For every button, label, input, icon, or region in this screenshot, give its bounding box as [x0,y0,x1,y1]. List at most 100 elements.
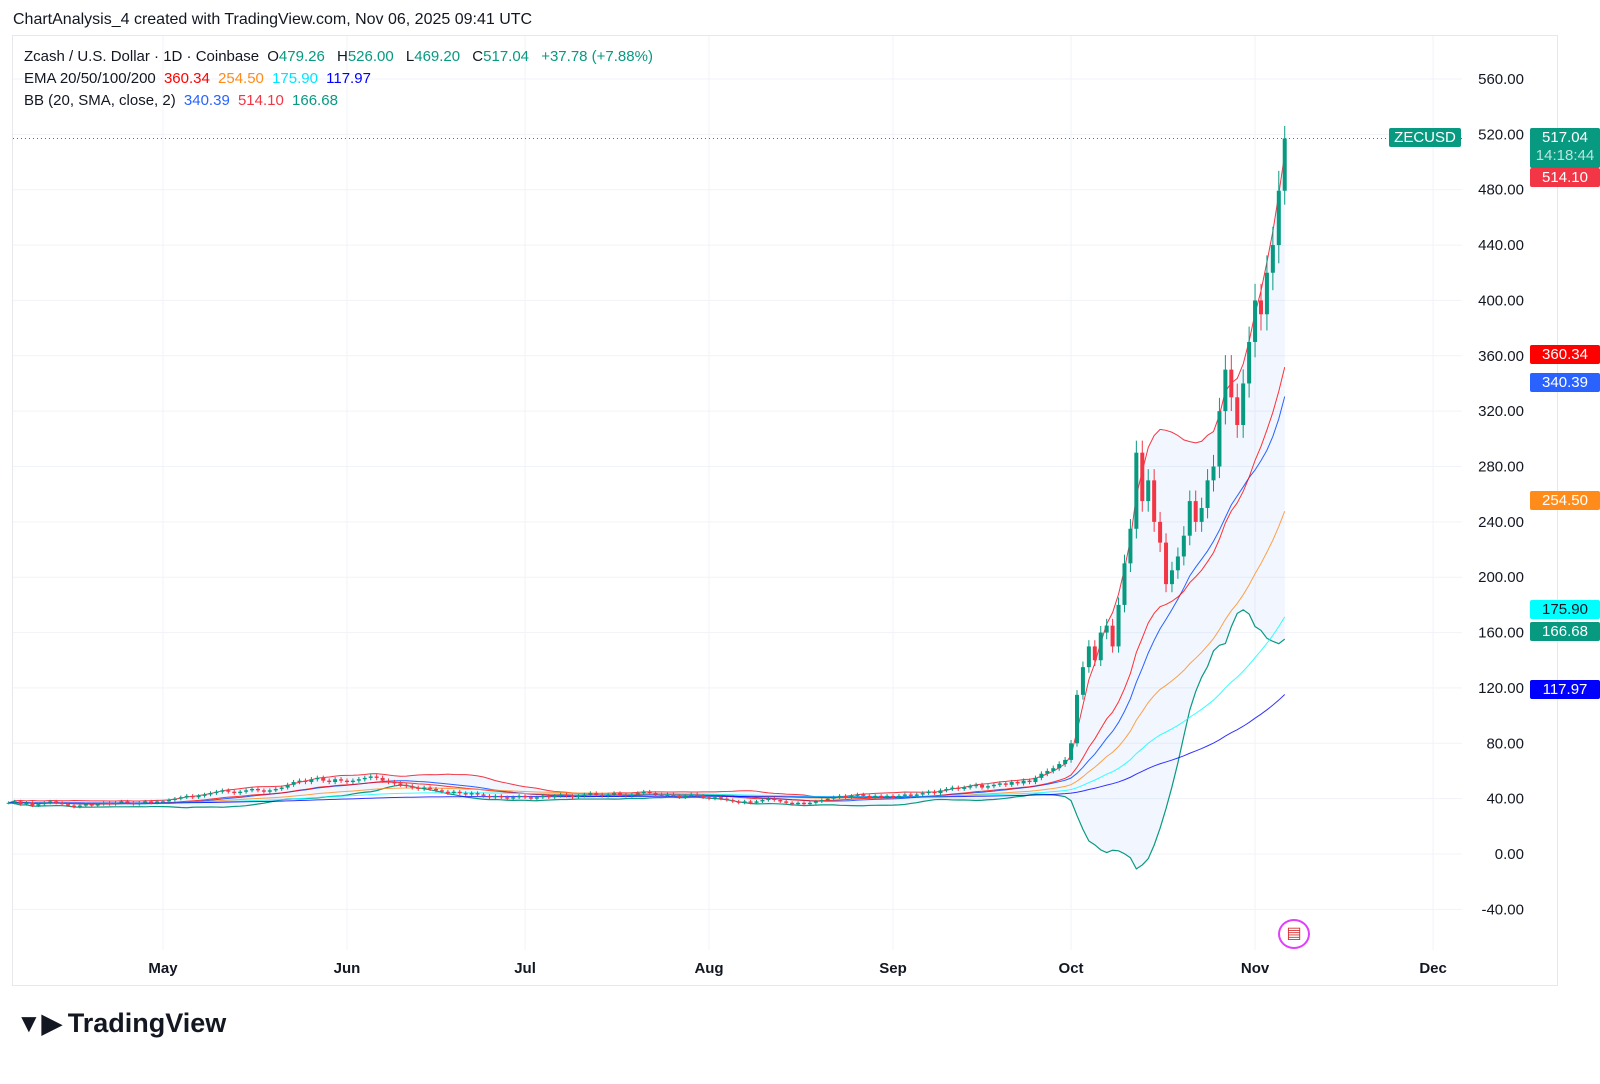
candle [261,788,266,794]
chart-frame[interactable] [12,35,1558,986]
candle-body [101,802,106,805]
candle [1027,778,1032,785]
candle-body [315,777,320,780]
candle [416,785,421,791]
candle [24,801,29,806]
candle-body [368,776,373,778]
candle-body [1122,563,1127,605]
ema-label[interactable]: EMA 20/50/100/200 [24,70,156,87]
candle-body [1116,604,1121,647]
low-value: 469.20 [414,48,461,65]
candle-body [273,788,278,791]
candle-body [902,794,907,796]
candle-body [166,800,171,802]
candle-body [1241,383,1246,425]
candle-body [208,793,213,795]
candle-body [647,791,652,794]
candle-body [66,804,71,806]
candle [766,796,771,802]
candle [1181,526,1186,566]
candle [131,801,136,806]
candle [1152,469,1157,532]
candle [155,799,160,805]
candle-body [149,801,154,803]
candle [523,794,528,799]
candle [1205,469,1210,519]
candle-body [1009,782,1014,785]
candle [980,782,985,790]
candle [208,791,213,797]
bb-label[interactable]: BB (20, SMA, close, 2) [24,92,176,109]
candle [505,795,510,801]
ema100-tag: 175.90 [1530,600,1600,619]
candle-body [1086,646,1091,668]
candle [71,804,76,809]
candle [813,799,818,805]
bb-basis-value: 340.39 [183,92,230,109]
candle-body [255,788,260,791]
candle-body [730,800,735,802]
candle-body [1003,783,1008,785]
candle [1169,561,1174,593]
price-chart[interactable]: -40.00 0.00 40.00 80.00 120.00 160.00 200.00 24… [0,0,1600,1000]
candle [12,799,17,805]
candle-body [796,802,801,805]
candle [528,795,533,801]
candle-body [30,802,35,806]
candle [968,784,973,790]
candle-body [404,784,409,787]
candle [801,801,806,806]
candle [879,794,884,799]
candle [671,792,676,798]
candle [166,798,171,803]
candle-body [683,795,688,798]
candle-body [83,804,88,806]
candle-body [546,795,551,798]
candle-body [891,795,896,798]
candle-body [499,795,504,798]
candle [1092,640,1097,667]
candle-body [879,795,884,798]
candle-body [422,787,427,789]
candle-body [1152,480,1157,522]
legend-symbol[interactable]: Zcash / U.S. Dollar · 1D · Coinbase [24,48,260,65]
candle [457,789,462,795]
ema50-line [8,511,1286,804]
candle-body [190,795,195,798]
candle-body [1080,667,1085,695]
candle-body [202,794,207,796]
candle-body [618,793,623,795]
us-flag-event-icon[interactable]: ▤ [1278,919,1310,949]
candle-body [291,782,296,785]
candle-body [178,797,183,799]
candle [843,794,848,799]
candle-body [232,791,237,794]
candle-body [89,804,94,806]
candle [30,801,35,808]
bb-lower-tag: 166.68 [1530,622,1600,641]
candle [36,802,41,808]
candle [487,794,492,799]
candle [321,775,326,783]
candle [77,804,82,809]
ema20-value: 360.34 [163,70,210,87]
candle-body [528,797,533,799]
candle [1146,469,1151,512]
bb-lower-line [8,609,1286,870]
candle-body [629,794,634,796]
candle-body [790,802,795,805]
candle-body [974,784,979,787]
candle-body [612,793,617,795]
candle-body [374,776,379,778]
tradingview-logo[interactable]: ▼▶ TradingView [16,1008,226,1039]
candle [344,778,349,785]
candle [54,799,59,805]
candle [724,796,729,802]
candle [701,794,706,799]
x-tick-label: Aug [694,960,723,977]
candle [101,801,106,806]
candle [1015,779,1020,786]
candle [1175,547,1180,579]
candle-body [641,791,646,794]
candle [434,787,439,793]
